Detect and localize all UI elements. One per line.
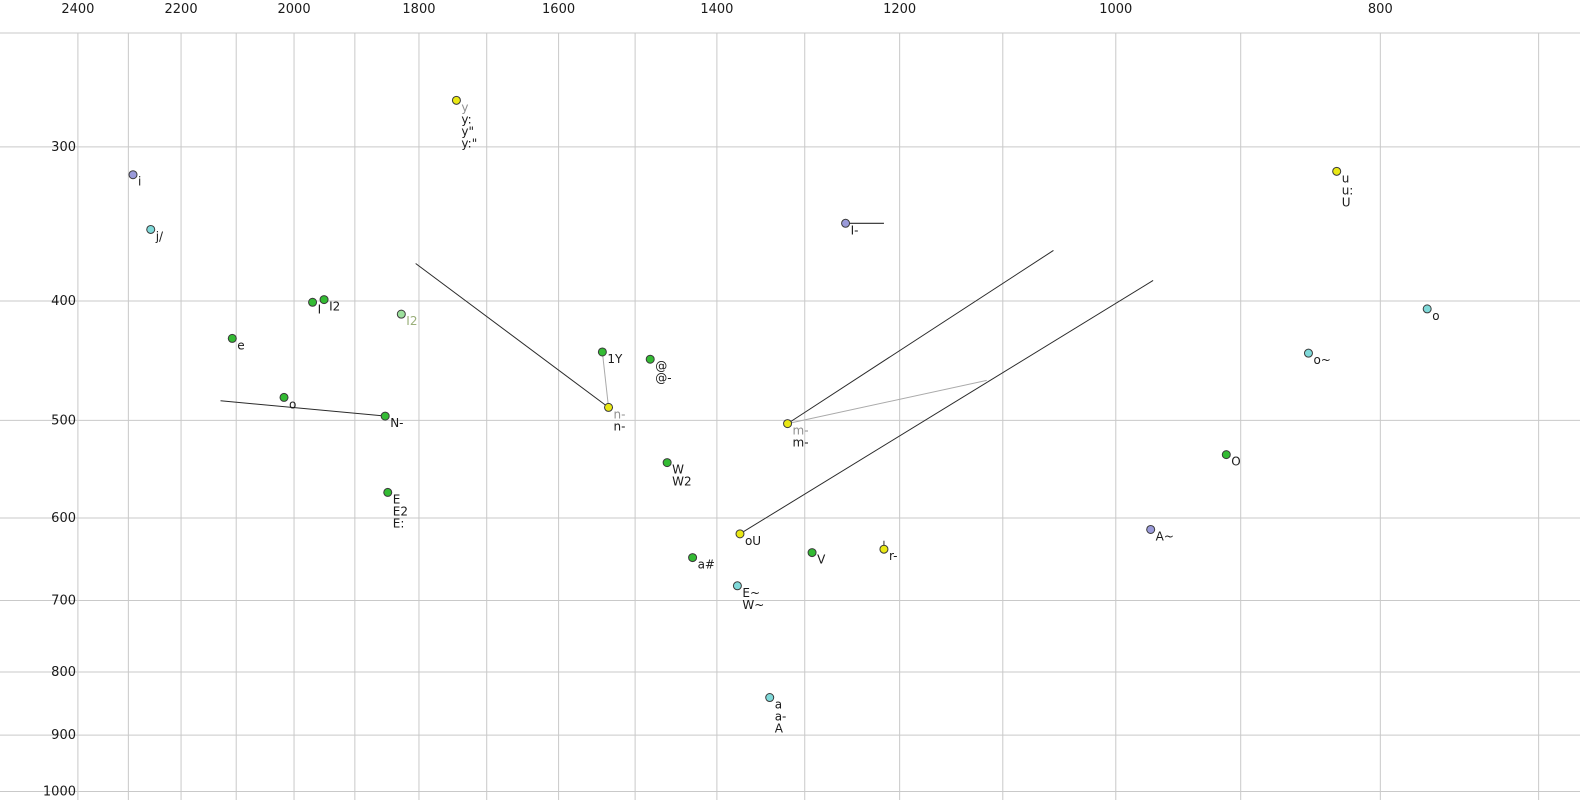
data-point-I2[interactable] [319,295,329,305]
point-label: E [393,492,401,506]
data-point-W[interactable] [662,458,672,468]
point-label: W~ [742,598,764,612]
x-axis-tick-label: 1600 [542,2,575,17]
point-label: W [672,463,684,477]
point-label: n- [614,419,626,433]
point-label: a- [775,710,787,724]
data-point-V[interactable] [807,548,817,558]
data-point-E[interactable] [383,487,393,497]
y-axis-tick-label: 300 [51,140,76,155]
trajectory-line [415,263,609,408]
point-label: I2 [406,314,417,328]
data-point-j[interactable] [146,224,156,234]
point-label: o~ [1313,353,1330,367]
x-axis-tick-label: 1000 [1099,2,1132,17]
y-axis-tick-label: 800 [51,665,76,680]
trajectory-line [787,250,1054,425]
point-label: @- [655,371,671,385]
data-point-A[interactable] [1146,524,1156,534]
data-point-N[interactable] [380,411,390,421]
point-label: a [775,698,782,712]
point-label: @ [655,359,667,373]
data-point-r[interactable] [879,544,889,554]
data-point-O[interactable] [1221,450,1231,460]
data-point-i[interactable] [128,170,138,180]
point-label: A [775,722,784,736]
data-point-e[interactable] [227,333,237,343]
point-label: o [289,397,296,411]
point-label: y" [461,124,474,138]
x-axis-tick-label: 800 [1368,2,1393,17]
point-label: m- [793,424,809,438]
data-point-m[interactable] [783,419,793,429]
data-point-a[interactable] [765,693,775,703]
x-axis-tick-label: 2400 [61,2,94,17]
point-label: j/ [155,229,164,243]
x-axis-tick-label: 2000 [278,2,311,17]
point-label: i [138,175,141,189]
y-axis-tick-label: 400 [51,294,76,309]
y-axis-tick-label: 1000 [43,785,76,800]
trajectory-line [787,379,987,425]
data-point-I[interactable] [841,218,851,228]
point-label: U [1342,195,1351,209]
point-label: A~ [1156,529,1174,543]
x-axis-tick-label: 1200 [883,2,916,17]
x-axis-tick-label: 1400 [700,2,733,17]
point-label: o [1432,309,1439,323]
y-axis-tick-label: 600 [51,511,76,526]
point-label: y: [461,112,471,126]
data-point-a[interactable] [688,553,698,563]
trajectory-line [601,351,610,408]
y-axis-tick-label: 500 [51,413,76,428]
y-axis-tick-label: 700 [51,594,76,609]
point-label: a# [698,558,715,572]
point-label: y [461,100,468,114]
data-point-u[interactable] [1332,166,1342,176]
point-label: oU [745,534,761,548]
point-label: I [318,302,322,316]
point-label: V [817,553,826,567]
point-label: m- [793,436,809,450]
point-label: I2 [329,300,340,314]
data-point-n[interactable] [604,402,614,412]
point-label: 1Y [607,352,623,366]
point-label: N- [390,416,403,430]
data-point-o[interactable] [1422,304,1432,314]
data-point-I2[interactable] [396,309,406,319]
y-axis-tick-label: 900 [51,728,76,743]
point-label: I- [851,223,859,237]
data-point-y[interactable] [451,95,461,105]
x-axis-tick-label: 1800 [402,2,435,17]
data-point-o[interactable] [279,392,289,402]
data-point-I[interactable] [308,297,318,307]
point-label: W2 [672,475,692,489]
point-label: E: [393,516,405,530]
x-axis-tick-label: 2200 [165,2,198,17]
point-label: O [1231,455,1240,469]
data-point-oU[interactable] [735,529,745,539]
point-label: u [1342,171,1350,185]
point-label: u: [1342,183,1354,197]
point-label: E2 [393,504,408,518]
data-point-o[interactable] [1303,348,1313,358]
trajectory-line [739,280,1154,535]
data-point-E[interactable] [732,581,742,591]
point-label: E~ [742,586,760,600]
data-point-1Y[interactable] [597,347,607,357]
point-label: n- [614,407,626,421]
point-label: r- [889,549,898,563]
point-label: e [237,338,244,352]
trajectory-line [220,400,386,417]
data-point-point[interactable] [645,354,655,364]
point-label: y:" [461,136,477,150]
